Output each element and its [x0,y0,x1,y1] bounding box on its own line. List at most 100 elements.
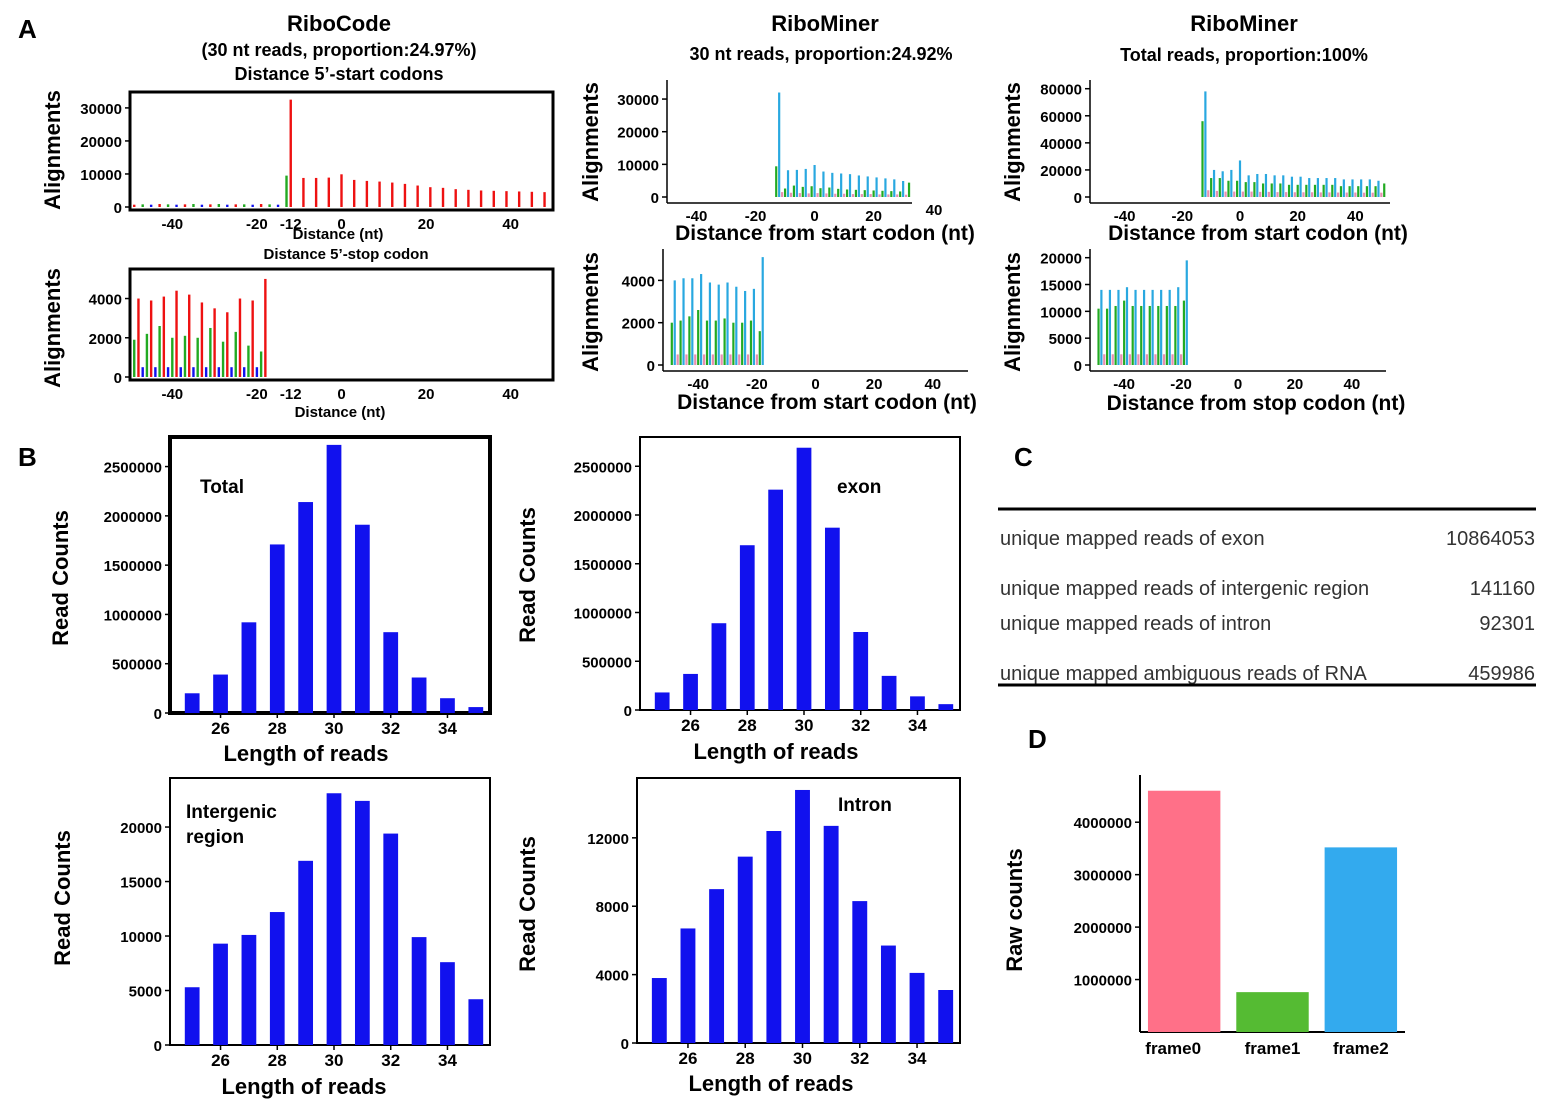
bar [285,175,288,207]
y-tick-label: 10000 [1040,304,1082,321]
bar [543,192,546,207]
bar [1140,305,1143,365]
ribominer-a-subtitle: 30 nt reads, proportion:24.92% [689,44,952,64]
x-axis-label: Distance from start codon (nt) [1108,222,1408,245]
bar [775,166,778,197]
series-label: region [186,827,244,848]
bar [852,901,868,1043]
x-tick-label: 40 [502,216,519,233]
bar [726,282,729,365]
bar [1351,179,1354,197]
bar [899,191,902,197]
bar [1160,289,1163,365]
bar [1308,178,1311,197]
y-tick-label: 20000 [1040,251,1082,268]
bar [1238,160,1242,197]
bar [680,928,696,1043]
y-tick-label: 1500000 [574,557,632,574]
bar [440,962,455,1045]
bar [200,302,204,377]
bar [1236,180,1239,197]
bar [651,978,667,1043]
bar [492,190,495,207]
chart-a6: 0 5000 10000 15000 20000 -40 -20 0 20 40Distance … [1000,249,1405,415]
bar [1345,192,1348,197]
x-tick-label: -40 [1113,376,1135,393]
bar [1362,192,1366,197]
chart-a3: 0 10000 20000 30000 -40 -20 0 20 40 Distance from… [578,80,975,245]
bar [723,318,726,365]
x-tick-label: 0 [1236,208,1244,225]
bar [209,204,212,207]
bar [188,294,191,377]
bar [1137,354,1140,365]
bar [209,327,212,377]
table-row-label: unique mapped reads of intergenic region [1000,578,1369,600]
y-tick-label: 0 [621,1036,629,1053]
bar [183,204,187,207]
x-tick-label: frame1 [1245,1039,1301,1058]
bar [175,290,178,377]
bar [1241,191,1244,197]
bar [1282,175,1285,197]
bar [1233,191,1236,197]
bar [175,204,178,207]
x-axis-label: Distance from stop codon (nt) [1107,392,1406,415]
bar [1253,182,1256,197]
table-row-value: 92301 [1479,613,1535,635]
bar [1111,354,1114,365]
x-axis-label: Length of reads [223,741,388,766]
bar [807,193,810,197]
x-tick-label: -20 [745,208,767,225]
x-tick-label: 40 [1347,208,1364,225]
bar [192,204,195,207]
bar [1123,300,1126,365]
bar [221,341,225,377]
y-tick-label: 80000 [1040,82,1082,99]
bar [251,300,254,377]
bar [226,204,229,207]
bar [1201,121,1204,197]
bar [1108,289,1112,365]
bar [670,322,673,365]
panel-letter-d: D [1028,724,1047,754]
x-tick-label: 28 [268,719,287,738]
bar [429,187,432,207]
bar [1142,289,1146,365]
y-tick-label: 5000 [1049,331,1082,348]
bar [893,179,896,197]
y-axis-label: Alignments [578,252,603,372]
bar [1287,184,1291,197]
bar [1290,176,1294,197]
bar [854,189,858,197]
x-tick-label: 34 [908,1049,927,1068]
x-tick-label: -20 [246,386,268,403]
bar [783,188,787,197]
bar [158,204,161,207]
bar [863,190,866,197]
chart-a1: 0 10000 20000 30000 -40 -20 -12 0 20 40 Distance (… [40,90,555,243]
y-axis-label: Read Counts [48,510,73,646]
bar [714,320,717,365]
bar [857,175,860,197]
table-row-label: unique mapped reads of intron [1000,613,1271,635]
bar [1227,180,1230,197]
y-axis-label: Alignments [578,82,603,202]
x-tick-label: 32 [381,1051,400,1070]
bar [697,310,700,365]
y-axis-label: Read Counts [515,836,540,972]
bar [798,193,801,197]
y-tick-label: 0 [1074,358,1082,375]
bar [1305,184,1308,197]
bar [792,185,796,197]
bar [752,288,756,365]
x-tick-label: 28 [738,716,757,735]
bar [786,170,790,197]
y-tick-label: 0 [114,370,122,387]
bar [403,183,407,207]
bar [145,333,149,377]
y-axis-label: Read Counts [515,507,540,643]
chart-d: frame0 frame1 frame2 1000000 2000000 3000000 4… [1002,775,1405,1058]
bar [1114,305,1117,365]
